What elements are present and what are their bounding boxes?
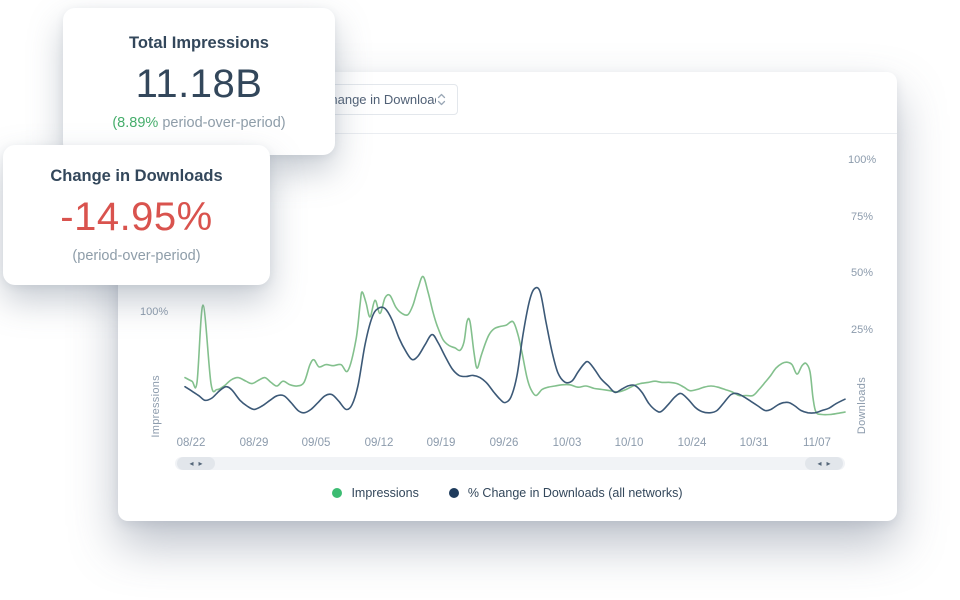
chart-scrollbar[interactable]: ◂ ▸ ◂ ▸ [175,457,845,470]
scroll-left-icon[interactable]: ◂ [817,459,822,468]
x-tick-1010: 10/10 [614,437,644,449]
scroll-right-icon[interactable]: ▸ [826,459,831,468]
scrollbar-left-handle[interactable]: ◂ ▸ [177,457,215,470]
x-tick-1107: 11/07 [803,437,831,449]
impressions-change-pct: (8.89% [112,115,159,131]
x-tick-0905: 09/05 [301,437,331,449]
impressions-change-caption: period-over-period) [158,115,286,131]
card-title: Change in Downloads [50,167,223,185]
left-axis-title: Impressions [150,375,162,438]
legend-item-impressions[interactable]: Impressions [332,486,419,500]
x-tick-1024: 10/24 [677,437,707,449]
chart-plot-area[interactable] [175,150,845,432]
legend-dot-green-icon [332,488,343,498]
downloads-change-caption: (period-over-period) [72,248,201,264]
x-tick-0919: 09/19 [426,437,456,449]
legend-item-downloads-change[interactable]: % Change in Downloads (all networks) [448,486,683,500]
x-tick-0926: 09/26 [489,437,519,449]
downloads-change-value: -14.95% [60,195,213,239]
right-axis-tick-25: 25% [851,324,874,336]
scrollbar-right-handle[interactable]: ◂ ▸ [805,457,843,470]
right-axis-tick-50: 50% [851,267,874,279]
legend-label: Impressions [351,486,419,500]
legend-dot-navy-icon [448,488,459,498]
metric-dropdown-value: Change in Downloads [321,92,436,107]
scroll-right-icon[interactable]: ▸ [198,459,203,468]
x-tick-0822: 08/22 [176,437,206,449]
chart-legend: Impressions % Change in Downloads (all n… [118,486,897,500]
x-tick-1003: 10/03 [552,437,582,449]
x-tick-0912: 09/12 [364,437,394,449]
scroll-left-icon[interactable]: ◂ [189,459,194,468]
x-tick-1031: 10/31 [739,437,769,449]
select-stepper-icon [437,93,446,106]
right-axis-tick-75: 75% [851,211,874,223]
legend-label: % Change in Downloads (all networks) [467,486,683,500]
x-tick-0829: 08/29 [239,437,269,449]
card-title: Total Impressions [129,34,269,52]
change-in-downloads-card: Change in Downloads -14.95% (period-over… [3,145,270,285]
toolbar-divider [118,133,897,134]
right-axis-tick-100: 100% [848,154,877,166]
total-impressions-card: Total Impressions 11.18B (8.89% period-o… [63,8,335,155]
total-impressions-value: 11.18B [135,62,263,106]
right-axis-title: Downloads [856,377,868,435]
left-axis-tick-100: 100% [140,306,169,318]
impressions-change-subtitle: (8.89% period-over-period) [63,115,335,131]
